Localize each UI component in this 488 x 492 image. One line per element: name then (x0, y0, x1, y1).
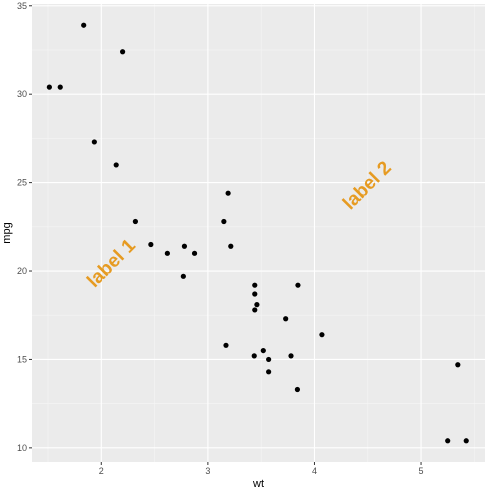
x-tick-label: 3 (205, 466, 210, 476)
data-point (164, 250, 170, 256)
y-tick-label: 15 (17, 354, 27, 364)
y-tick-label: 20 (17, 266, 27, 276)
y-axis: 10 15 20 25 30 35 (17, 1, 32, 453)
y-tick-label: 35 (17, 1, 27, 11)
data-point (181, 243, 188, 249)
data-point (283, 316, 289, 322)
data-point (254, 302, 260, 308)
data-point (228, 243, 234, 249)
major-gridlines (32, 4, 485, 462)
data-point (57, 84, 63, 90)
y-axis-title: mpg (1, 222, 13, 243)
data-point (180, 273, 186, 279)
data-point (294, 386, 301, 393)
data-point (148, 241, 154, 248)
data-point (445, 438, 451, 444)
data-point (295, 282, 301, 288)
y-tick-label: 25 (17, 178, 27, 188)
data-point (252, 307, 258, 313)
x-axis-title: wt (252, 478, 264, 490)
data-point (223, 342, 229, 348)
data-point (221, 218, 227, 225)
plot-panel (32, 4, 485, 462)
x-tick-label: 2 (99, 466, 104, 476)
data-point (288, 353, 294, 359)
data-point (252, 291, 258, 297)
x-axis: 2 3 4 5 (99, 462, 424, 476)
y-tick-label: 30 (17, 89, 27, 99)
data-point (46, 84, 52, 90)
data-point (113, 162, 119, 168)
data-point (266, 369, 272, 375)
data-point (132, 218, 138, 225)
data-points (46, 22, 469, 444)
data-point (91, 139, 97, 145)
data-point (191, 250, 198, 256)
data-point (455, 362, 461, 368)
data-point (252, 282, 258, 288)
data-point (81, 22, 87, 28)
data-point (260, 347, 266, 354)
data-point (251, 353, 257, 359)
data-point (266, 356, 272, 363)
x-tick-label: 5 (419, 466, 424, 476)
data-point (120, 49, 126, 55)
data-point (319, 332, 325, 338)
data-point (463, 438, 469, 444)
y-tick-label: 10 (17, 443, 27, 453)
minor-gridlines (32, 4, 485, 462)
data-point (225, 190, 231, 196)
x-tick-label: 4 (312, 466, 317, 476)
